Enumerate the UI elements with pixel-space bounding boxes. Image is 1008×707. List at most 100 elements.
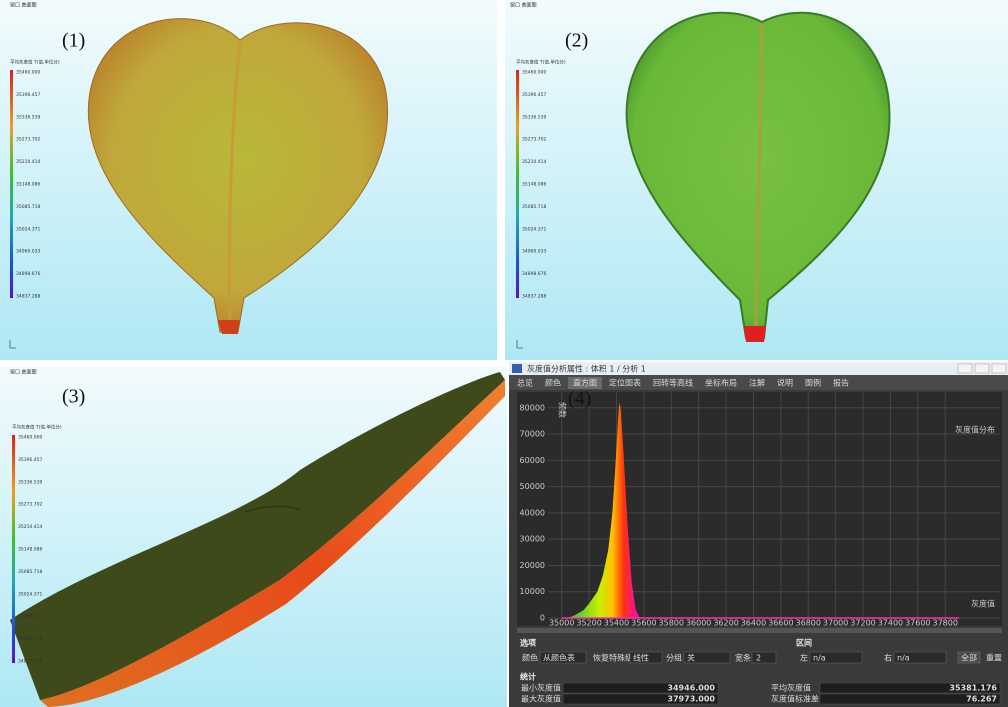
minimize-button[interactable] <box>958 364 972 373</box>
color-scale-label: 35460.000 <box>522 70 546 76</box>
window-title: 灰度值分析属性 : 体积 1 / 分析 1 <box>527 364 646 374</box>
section-heading: 区间 <box>796 638 812 648</box>
app-icon <box>512 364 522 373</box>
y-tick-label: 50000 <box>520 482 545 491</box>
label: 颜色 <box>522 653 538 663</box>
x-tick-label: 36600 <box>768 619 793 628</box>
x-tick-label: 35600 <box>631 619 656 628</box>
stat-label: 平均灰度值 <box>771 683 811 693</box>
reset-button[interactable]: 重置 <box>986 653 1002 663</box>
color-scale-label: 34898.676 <box>18 636 42 642</box>
panel-2: 窗口 曲面图 (2) <box>505 0 1008 360</box>
tab-label: 总览 <box>517 378 533 388</box>
color-scale-label: 35273.702 <box>18 502 42 508</box>
x-tick-label: 37600 <box>905 619 930 628</box>
color-scale-label: 34960.033 <box>16 249 40 255</box>
y-tick-label: 10000 <box>520 587 545 596</box>
x-tick-label: 36400 <box>741 619 766 628</box>
label: 左 <box>800 653 808 663</box>
tab-label: 图例 <box>805 378 821 388</box>
color-scale-label: 34837.288 <box>522 294 546 300</box>
color-bar <box>516 70 519 298</box>
color-scale-label: 35396.457 <box>18 457 42 463</box>
x-tick-label: 35800 <box>659 619 684 628</box>
panel-label: (2) <box>565 30 588 52</box>
panel-4: 灰度值分析属性 : 体积 1 / 分析 1 总览颜色直方图定位图表回转等高线坐标… <box>509 362 1008 707</box>
stat-value: 35381.176 <box>949 684 997 693</box>
y-tick-label: 80000 <box>520 403 545 412</box>
x-tick-label: 36800 <box>796 619 821 628</box>
tab-label: 说明 <box>777 378 793 388</box>
button-label: 全部 <box>961 653 977 663</box>
y-tick-label: 0 <box>540 614 545 623</box>
tab-label: 报告 <box>833 378 849 388</box>
color-scale-label: 34898.676 <box>16 271 40 277</box>
y-tick-label: 30000 <box>520 535 545 544</box>
color-scale-header: 平均灰度值 T(值,单位分) <box>10 59 60 66</box>
close-button[interactable] <box>992 364 1006 373</box>
dropdown-value: 线性 <box>633 653 649 663</box>
input-value: n/a <box>813 654 826 663</box>
color-scale-label: 35460.000 <box>18 435 42 441</box>
screenshot: 窗口 曲面图 (1) 窗口 曲面图 (2) 窗口 曲面图 (3) 灰度值分析属性… <box>0 0 1008 707</box>
dropdown-value: 从颜色表 <box>543 653 575 663</box>
panel-label: (4) <box>568 388 591 410</box>
x-tick-label: 35200 <box>576 619 601 628</box>
color-scale-label: 35210.414 <box>522 159 546 165</box>
color-scale-header: 平均灰度值 T(值,单位分) <box>12 424 62 431</box>
color-scale-label: 35336.539 <box>18 479 42 485</box>
input-value: n/a <box>897 654 910 663</box>
tab-label: 定位图表 <box>609 378 641 388</box>
x-tick-label: 37000 <box>823 619 848 628</box>
window-caption: 窗口 曲面图 <box>510 2 537 9</box>
window-caption: 窗口 曲面图 <box>10 2 37 9</box>
maximize-button[interactable] <box>975 364 989 373</box>
color-scale-label: 35396.457 <box>16 92 40 98</box>
color-scale-label: 34960.033 <box>522 249 546 255</box>
tab-label: 注解 <box>749 378 765 388</box>
color-scale-label: 35396.457 <box>522 92 546 98</box>
label: 右 <box>884 653 892 663</box>
label: 分组 <box>666 653 682 663</box>
tab-label: 坐标布局 <box>705 378 737 388</box>
stat-value: 76.267 <box>966 695 997 704</box>
color-scale-label: 35148.086 <box>18 547 42 553</box>
stat-value: 34946.000 <box>667 684 715 693</box>
color-scale-label: 35273.702 <box>522 137 546 143</box>
color-scale-label: 35024.371 <box>522 226 546 232</box>
color-scale-label: 35024.371 <box>18 591 42 597</box>
stat-label: 灰度值标准差 <box>771 694 819 704</box>
color-scale-label: 34960.033 <box>18 614 42 620</box>
color-scale-label: 35024.371 <box>16 226 40 232</box>
panel-label: (3) <box>62 386 85 408</box>
color-scale-label: 35148.086 <box>16 182 40 188</box>
x-axis-label: 灰度值 <box>971 599 995 609</box>
panel-1: 窗口 曲面图 (1) <box>0 0 497 360</box>
x-tick-label: 37200 <box>850 619 875 628</box>
color-scale-label: 35085.718 <box>16 204 40 210</box>
color-scale-label: 35210.414 <box>18 524 42 530</box>
y-axis-label: 频数 <box>558 402 568 418</box>
y-tick-label: 20000 <box>520 561 545 570</box>
color-scale-label: 34898.676 <box>522 271 546 277</box>
color-scale-label: 34837.288 <box>16 294 40 300</box>
tab-label: 回转等高线 <box>653 378 693 388</box>
color-scale-label: 35085.718 <box>18 569 42 575</box>
color-scale-label: 35460.000 <box>16 70 40 76</box>
color-scale-label: 35148.086 <box>522 182 546 188</box>
section-heading: 选项 <box>520 638 536 648</box>
y-tick-label: 70000 <box>520 430 545 439</box>
window-caption: 窗口 曲面图 <box>10 369 37 376</box>
x-tick-label: 35400 <box>604 619 629 628</box>
color-scale-label: 35336.539 <box>522 114 546 120</box>
x-tick-label: 36000 <box>686 619 711 628</box>
x-tick-label: 37400 <box>878 619 903 628</box>
color-scale-label: 35210.414 <box>16 159 40 165</box>
stat-label: 最大灰度值 <box>521 694 561 704</box>
tabs: 总览颜色直方图定位图表回转等高线坐标布局注解说明图例报告 <box>512 377 854 389</box>
x-tick-label: 37800 <box>932 619 957 628</box>
label: 宽条 <box>735 653 751 663</box>
panel-label: (1) <box>62 30 85 52</box>
scrollbar[interactable] <box>517 628 1002 633</box>
x-tick-label: 36200 <box>713 619 738 628</box>
